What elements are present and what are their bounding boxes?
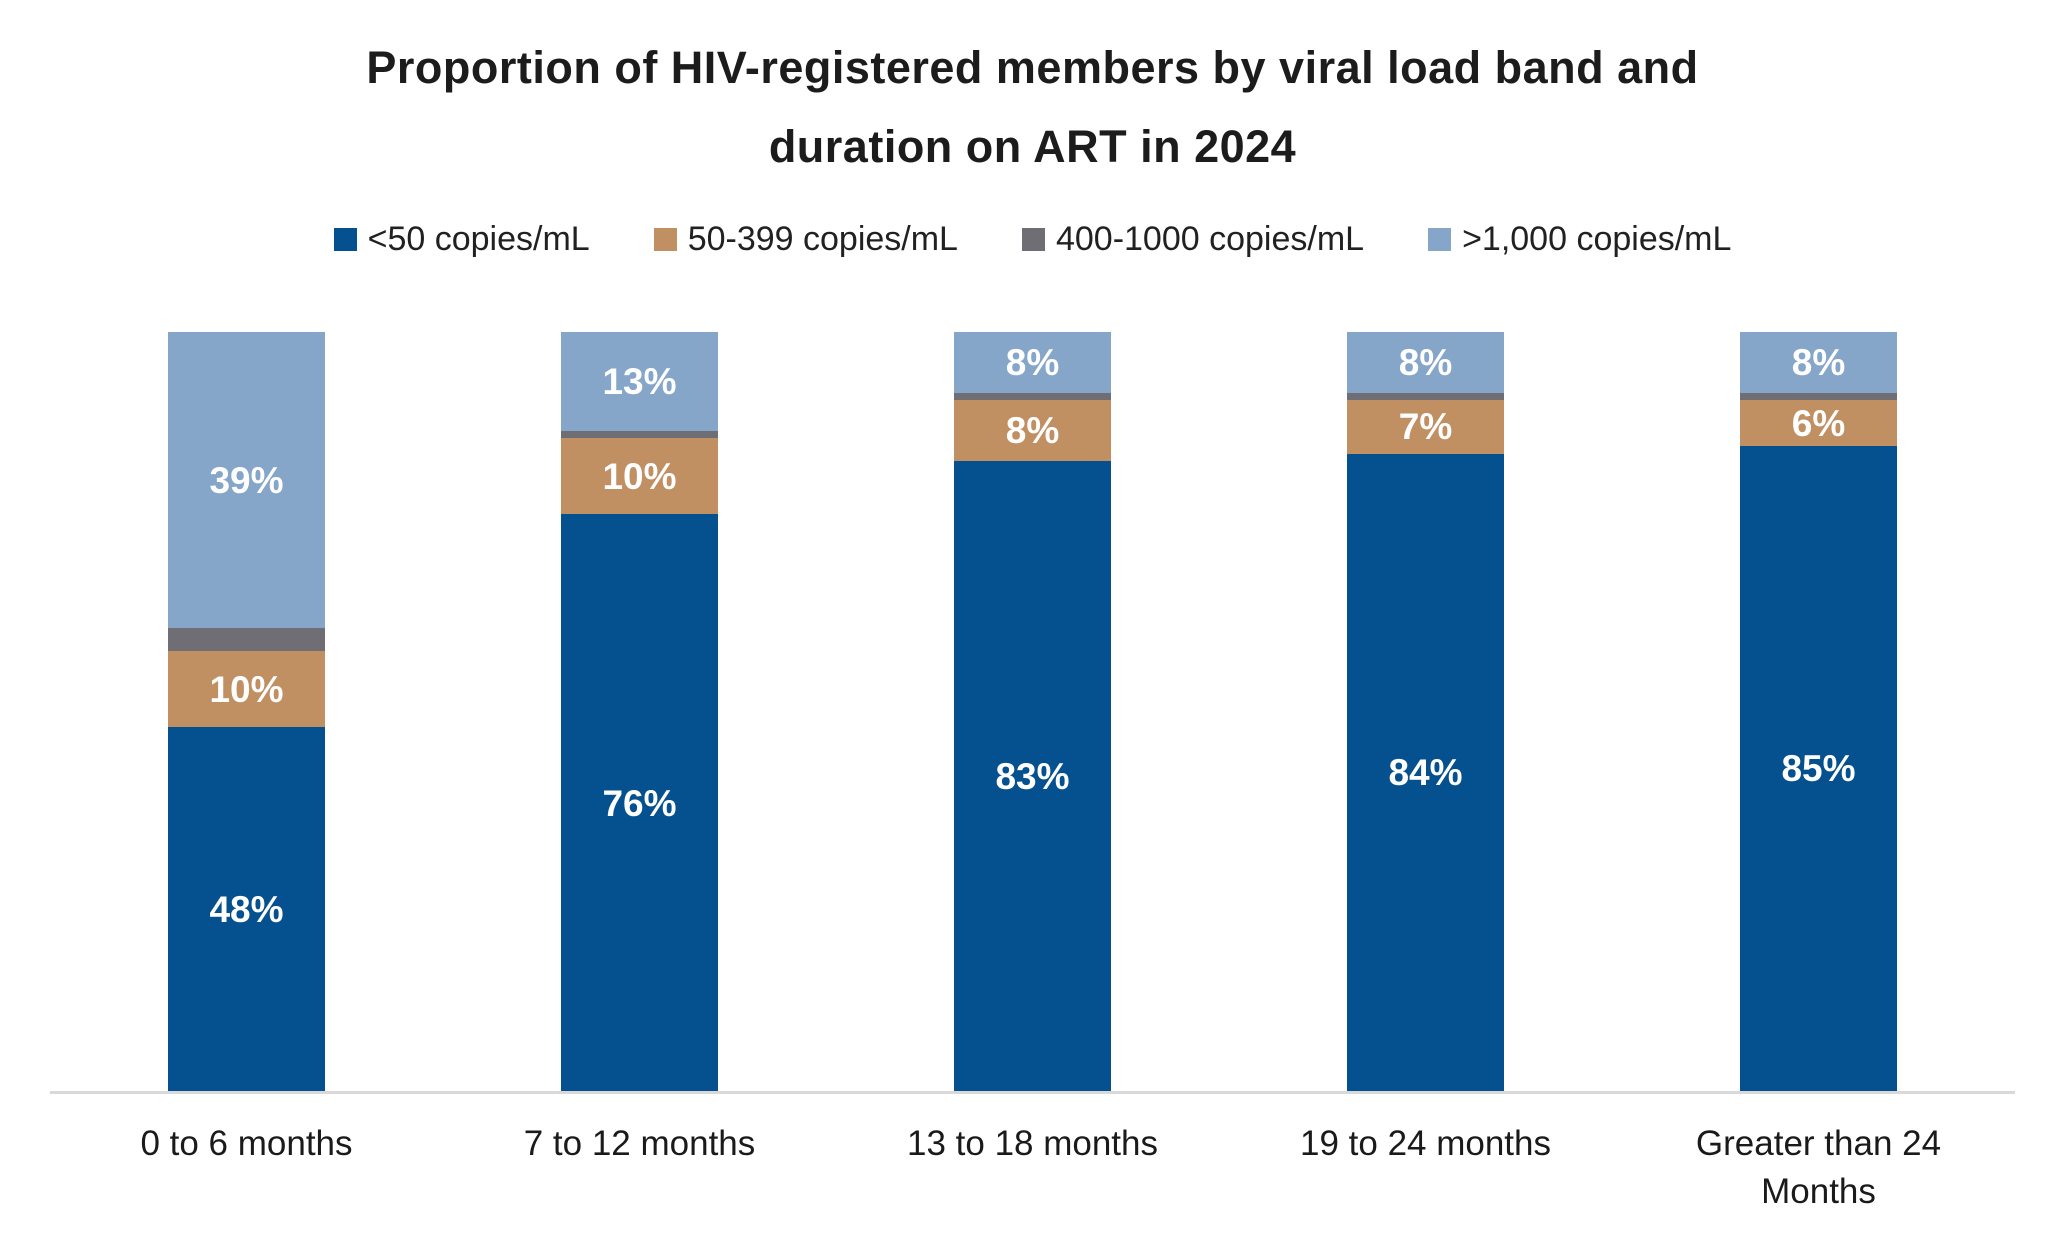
x-axis-label: 0 to 6 months [140, 1124, 353, 1163]
legend-swatch-icon [1021, 228, 1045, 251]
bar-value-label: 85% [1781, 748, 1856, 790]
bar-value-label: 48% [209, 889, 284, 931]
legend-label: >1,000 copies/mL [1462, 220, 1732, 258]
x-axis-label-cell: 0 to 6 months [50, 1120, 443, 1216]
bar-value-label: 39% [209, 459, 284, 501]
bar-segment [168, 628, 325, 652]
bar-column-3: 8% 7% 84% [1229, 332, 1622, 1092]
x-axis-label-cell: 13 to 18 months [836, 1120, 1229, 1216]
legend-swatch-icon [653, 228, 677, 251]
bar-value-label: 8% [1005, 410, 1060, 452]
bar-value-label: 6% [1791, 402, 1846, 444]
bar-segment: 10% [561, 438, 718, 515]
legend-label: <50 copies/mL [367, 220, 590, 258]
bar-stack: 39% 10% 48% [168, 332, 325, 1092]
bar-segment: 83% [954, 461, 1111, 1092]
bar-value-label: 8% [1791, 341, 1846, 383]
bar-segment: 10% [168, 651, 325, 728]
legend-swatch-icon [1428, 228, 1452, 251]
x-axis-label: 13 to 18 months [907, 1124, 1158, 1163]
x-axis-label: 19 to 24 months [1300, 1124, 1551, 1163]
bar-column-4: 8% 6% 85% [1622, 332, 2015, 1092]
bar-segment [1740, 392, 1897, 401]
bar-segment [1347, 392, 1504, 401]
bar-value-label: 13% [602, 360, 677, 402]
x-axis-label-cell: 7 to 12 months [443, 1120, 836, 1216]
bar-value-label: 7% [1398, 406, 1453, 448]
x-axis-labels: 0 to 6 months 7 to 12 months 13 to 18 mont… [50, 1120, 2015, 1216]
bar-value-label: 10% [602, 455, 677, 497]
legend-label: 400-1000 copies/mL [1055, 220, 1365, 258]
bar-segment: 8% [1347, 332, 1504, 393]
bar-segment: 39% [168, 332, 325, 629]
bar-stack: 8% 6% 85% [1740, 332, 1897, 1092]
bar-segment: 48% [168, 727, 325, 1092]
bar-column-1: 13% 10% 76% [443, 332, 836, 1092]
bar-stack: 8% 7% 84% [1347, 332, 1504, 1092]
bar-segment [954, 392, 1111, 401]
x-axis-label-cell: 19 to 24 months [1229, 1120, 1622, 1216]
chart-title-line2: duration on ART in 2024 [768, 121, 1297, 172]
x-axis-label: Greater than 24 Months [1695, 1124, 1942, 1211]
bar-value-label: 76% [602, 782, 677, 824]
legend-item-1: 50-399 copies/mL [653, 220, 958, 259]
bar-segment: 76% [561, 514, 718, 1092]
legend-item-0: <50 copies/mL [333, 220, 590, 259]
bar-segment: 85% [1740, 445, 1897, 1092]
chart-title: Proportion of HIV-registered members by … [0, 28, 2065, 186]
bar-segment: 7% [1347, 400, 1504, 454]
bar-column-2: 8% 8% 83% [836, 332, 1229, 1092]
bar-value-label: 83% [995, 756, 1070, 798]
legend-label: 50-399 copies/mL [687, 220, 958, 258]
bar-value-label: 8% [1005, 341, 1060, 383]
legend-item-3: >1,000 copies/mL [1428, 220, 1731, 259]
bar-stack: 8% 8% 83% [954, 332, 1111, 1092]
bar-segment: 84% [1347, 453, 1504, 1092]
chart-title-line1: Proportion of HIV-registered members by … [366, 42, 1699, 93]
legend-swatch-icon [333, 228, 357, 251]
bar-stack: 13% 10% 76% [561, 332, 718, 1092]
plot-area: 39% 10% 48% 13% 10% 76% 8% 8% 83% 8% 7% 84% 8% 6% 85% [50, 332, 2015, 1092]
bar-column-0: 39% 10% 48% [50, 332, 443, 1092]
bar-segment: 6% [1740, 400, 1897, 446]
bar-value-label: 10% [209, 668, 284, 710]
bar-segment: 8% [954, 332, 1111, 393]
bar-segment: 13% [561, 332, 718, 431]
x-axis-label-cell: Greater than 24 Months [1622, 1120, 2015, 1216]
x-axis-line [50, 1091, 2015, 1094]
x-axis-label: 7 to 12 months [523, 1124, 756, 1163]
bar-segment: 8% [954, 400, 1111, 462]
bar-segment [561, 430, 718, 439]
bar-value-label: 8% [1398, 341, 1453, 383]
bar-value-label: 84% [1388, 752, 1463, 794]
legend-item-2: 400-1000 copies/mL [1021, 220, 1365, 259]
legend: <50 copies/mL 50-399 copies/mL 400-1000 co… [0, 220, 2065, 259]
bar-segment: 8% [1740, 332, 1897, 393]
